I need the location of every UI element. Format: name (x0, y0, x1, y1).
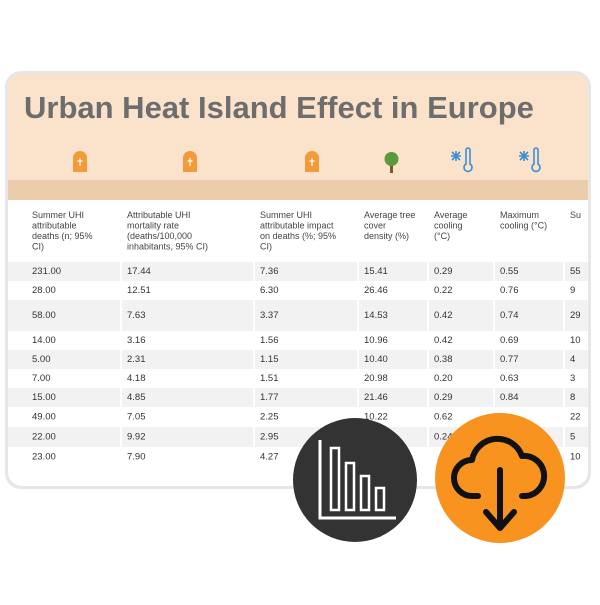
column-header: Average cooling (°C) (434, 210, 467, 241)
cell: 7.36 (260, 266, 279, 277)
cell: 8 (570, 392, 575, 403)
cell: 0.29 (434, 266, 453, 277)
table: Summer UHI attributable deaths (n; 95% CI) A… (8, 210, 588, 467)
row-bg (8, 388, 588, 407)
cell: 14.53 (364, 310, 388, 321)
cell: 2.25 (260, 412, 279, 423)
cell: 3.16 (127, 335, 146, 346)
thermo-icon (451, 147, 541, 173)
cell: 15.41 (364, 266, 388, 277)
column-header: Summer UHI attributable impact on deaths (… (260, 210, 336, 252)
row-bg (8, 300, 588, 331)
cell: 10 (570, 452, 581, 463)
cell: 4.18 (127, 373, 146, 384)
cell: 5.00 (32, 354, 51, 365)
cell: 28.00 (32, 285, 56, 296)
cell: 49.00 (32, 412, 56, 423)
cell: 9 (570, 285, 575, 296)
cell: 0.22 (434, 285, 453, 296)
cell: 0.84 (500, 392, 519, 403)
cell: 7.90 (127, 452, 146, 463)
cell: 22 (570, 412, 581, 423)
cell: 7.05 (127, 412, 146, 423)
cell: 0.74 (500, 310, 519, 321)
row-bg (8, 407, 588, 427)
cell: 7.63 (127, 310, 146, 321)
cell: 21.46 (364, 392, 388, 403)
cell: 0.24 (434, 432, 453, 443)
cell: 20.98 (364, 373, 388, 384)
cell: 0.55 (500, 266, 519, 277)
row-bg (8, 262, 588, 281)
cell: 5 (570, 432, 575, 443)
cell: 3 (570, 373, 575, 384)
row-bg (8, 331, 588, 350)
title: Urban Heat Island Effect in Europe (24, 90, 534, 125)
cell: 22.00 (32, 432, 56, 443)
cell: 0.38 (434, 354, 453, 365)
cell: 9.92 (127, 432, 146, 443)
column-header: Summer UHI attributable deaths (n; 95% CI) (32, 210, 93, 252)
chart-badge[interactable] (293, 418, 417, 542)
cell: 10 (570, 335, 581, 346)
cell: 0.77 (500, 354, 519, 365)
cell: 0.42 (434, 310, 453, 321)
cell: 15.00 (32, 392, 56, 403)
cell: 12.51 (127, 285, 151, 296)
download-badge[interactable] (435, 413, 565, 543)
row-bg (8, 369, 588, 388)
cell: 1.56 (260, 335, 279, 346)
cell: 7.00 (32, 373, 51, 384)
row-bg (8, 281, 588, 300)
cell: 23.00 (32, 452, 56, 463)
row-bg (8, 427, 588, 447)
cell: 0.20 (434, 373, 453, 384)
column-header: Maximum cooling (°C) (500, 210, 547, 231)
cell: 6.30 (260, 285, 279, 296)
cell: 26.46 (364, 285, 388, 296)
cell: 2.95 (260, 432, 279, 443)
tree-icon (384, 152, 399, 173)
cell: 0.69 (500, 335, 519, 346)
cell: 1.77 (260, 392, 279, 403)
tan-band (8, 180, 588, 200)
column-header: Su (570, 210, 581, 220)
cell: 17.44 (127, 266, 151, 277)
cell: 4.85 (127, 392, 146, 403)
cell: 3.37 (260, 310, 279, 321)
cell: 0.42 (434, 335, 453, 346)
cell: 10.96 (364, 335, 388, 346)
cell: 55 (570, 266, 581, 277)
column-header: Average tree cover density (%) (364, 210, 415, 241)
cell: 4 (570, 354, 575, 365)
icons (73, 147, 541, 173)
cell: 0.76 (500, 285, 519, 296)
cell: 2.31 (127, 354, 146, 365)
cell: 14.00 (32, 335, 56, 346)
cell: 10.40 (364, 354, 388, 365)
header-bg (8, 200, 588, 262)
cell: 0.29 (434, 392, 453, 403)
cell: 29 (570, 310, 581, 321)
cell: 4.27 (260, 452, 279, 463)
cell: 1.51 (260, 373, 279, 384)
cell: 231.00 (32, 266, 61, 277)
cell: 58.00 (32, 310, 56, 321)
title-band (8, 74, 588, 180)
cell: 0.62 (434, 412, 453, 423)
cell: 0.63 (500, 373, 519, 384)
row-bg (8, 350, 588, 369)
cell: 10.22 (364, 412, 388, 423)
cell: 1.15 (260, 354, 279, 365)
column-header: Attributable UHI mortality rate (deaths/10… (127, 210, 208, 252)
